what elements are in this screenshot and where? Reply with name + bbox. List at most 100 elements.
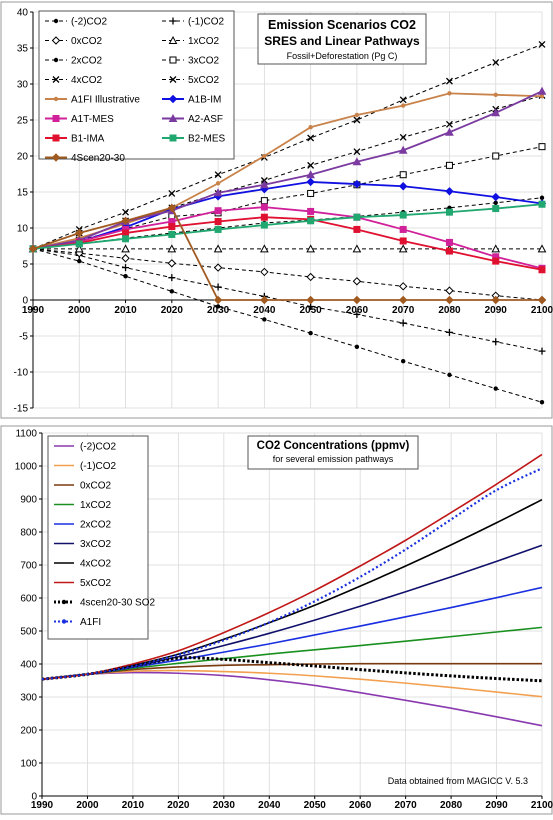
- chart-note: Fossil+Deforestation (Pg C): [287, 51, 398, 61]
- data-point: [539, 195, 545, 200]
- legend-label: A1FI Illustrative: [71, 95, 140, 106]
- data-point: [260, 203, 268, 211]
- legend-label: A2-ASF: [188, 114, 223, 125]
- data-point: [260, 295, 269, 305]
- legend-marker: [53, 96, 59, 102]
- legend-entry: 4xCO2: [45, 75, 103, 86]
- y-tick-label: 400: [20, 660, 37, 671]
- legend-entry: 1xCO2: [162, 35, 220, 47]
- data-point: [168, 223, 176, 231]
- series-line: [32, 95, 543, 250]
- legend-marker: [169, 17, 177, 25]
- legend-entry: A1FI: [54, 617, 101, 628]
- title-box: [247, 435, 419, 470]
- chart-subtitle: SRES and Linear Pathways: [264, 34, 420, 48]
- data-point: [399, 96, 407, 104]
- data-point: [168, 274, 176, 282]
- data-point: [398, 282, 408, 291]
- legend-entry: A1T-MES: [45, 114, 114, 125]
- y-tick-label: 5: [22, 260, 28, 271]
- legend-entry: 5xCO2: [54, 578, 112, 589]
- x-tick-label: 2040: [258, 800, 281, 811]
- data-point: [352, 277, 362, 286]
- legend-label: 2xCO2: [80, 520, 112, 531]
- data-point: [168, 189, 176, 197]
- data-point: [75, 240, 83, 248]
- y-tick-label: 900: [20, 495, 37, 506]
- series-4xco2: [41, 498, 543, 680]
- chart-subtitle: for several emission pathways: [273, 454, 394, 464]
- legend-marker: [169, 76, 177, 83]
- data-point: [307, 189, 315, 197]
- data-point: [354, 112, 360, 118]
- y-tick-label: 100: [20, 759, 37, 770]
- x-tick-label: 2010: [122, 800, 145, 811]
- y-tick-label: -15: [14, 404, 29, 415]
- data-point: [491, 192, 500, 202]
- y-tick-label: 0: [22, 296, 28, 307]
- series-line: [41, 626, 543, 680]
- data-point: [537, 86, 547, 95]
- series-line: [32, 206, 542, 301]
- legend-entry: 4xCO2: [54, 559, 112, 570]
- series-line: [32, 181, 543, 250]
- data-point: [121, 216, 130, 226]
- data-point: [399, 225, 407, 233]
- x-tick-label: 1990: [22, 305, 45, 316]
- data-point: [215, 181, 221, 186]
- legend-label: B2-MES: [188, 134, 226, 145]
- data-point: [306, 272, 315, 282]
- series-line: [41, 671, 543, 727]
- legend-entry: B2-MES: [162, 134, 226, 145]
- data-point: [445, 208, 453, 216]
- data-point: [214, 171, 222, 179]
- legend-label: 1xCO2: [80, 500, 112, 511]
- x-tick-label: 2060: [346, 305, 369, 316]
- chart-2: 0 100 200 300 400 500 600 700 800 900 1000 1100 1990…: [0, 425, 553, 815]
- data-point: [398, 145, 408, 154]
- y-tick-label: 20: [17, 152, 29, 163]
- series-line: [32, 216, 543, 271]
- data-point: [307, 217, 315, 225]
- data-point: [352, 244, 362, 253]
- chart-title: Emission Scenarios CO2: [268, 18, 416, 32]
- data-point: [398, 244, 408, 253]
- series-4scen20-30: [28, 203, 547, 305]
- data-point: [122, 235, 130, 243]
- legend-entry: 4Scen20-30: [45, 153, 125, 164]
- x-tick-label: 2000: [68, 305, 91, 316]
- y-tick-label: 300: [20, 693, 37, 704]
- data-point: [213, 244, 223, 253]
- data-point: [213, 263, 223, 272]
- legend-entry: 0xCO2: [54, 481, 112, 492]
- legend-entry: (-1)CO2: [162, 17, 225, 28]
- data-point: [306, 177, 315, 187]
- series-line: [41, 662, 542, 680]
- data-point: [213, 295, 223, 305]
- data-point: [445, 238, 453, 246]
- data-point: [493, 92, 498, 98]
- data-point: [308, 330, 313, 336]
- series--1-co2: [41, 669, 543, 698]
- data-point: [491, 295, 500, 305]
- series--2-co2: [30, 246, 545, 405]
- legend-label: (-2)CO2: [71, 17, 108, 28]
- legend-box: [47, 435, 149, 640]
- x-tick-label: 2050: [304, 800, 327, 811]
- series-line: [32, 206, 543, 270]
- x-tick-label: 2070: [392, 305, 415, 316]
- x-tick-label: 2090: [485, 800, 508, 811]
- data-point: [28, 244, 38, 254]
- x-tick-label: 2040: [253, 305, 276, 316]
- y-tick-label: 700: [20, 561, 37, 572]
- data-point: [399, 237, 407, 245]
- legend-entry: A1FI Illustrative: [45, 95, 140, 106]
- series-line: [32, 43, 543, 250]
- legend-marker: [168, 35, 178, 44]
- legend-label: (-1)CO2: [80, 461, 117, 472]
- series-1xco2: [41, 626, 543, 680]
- data-point: [538, 40, 546, 48]
- data-point: [399, 211, 407, 219]
- series-line: [32, 92, 543, 250]
